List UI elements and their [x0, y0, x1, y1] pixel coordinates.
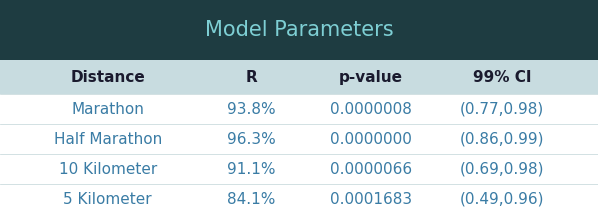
- FancyBboxPatch shape: [0, 154, 598, 184]
- Text: Half Marathon: Half Marathon: [53, 132, 162, 147]
- Text: Marathon: Marathon: [71, 102, 144, 117]
- Text: (0.69,0.98): (0.69,0.98): [460, 162, 545, 177]
- Text: 99% CI: 99% CI: [473, 70, 532, 85]
- Text: 96.3%: 96.3%: [227, 132, 276, 147]
- Text: 84.1%: 84.1%: [227, 192, 275, 207]
- FancyBboxPatch shape: [0, 124, 598, 154]
- Text: 93.8%: 93.8%: [227, 102, 276, 117]
- Text: (0.49,0.96): (0.49,0.96): [460, 192, 545, 207]
- FancyBboxPatch shape: [0, 0, 598, 60]
- Text: 0.0000066: 0.0000066: [329, 162, 412, 177]
- Text: R: R: [245, 70, 257, 85]
- Text: 0.0001683: 0.0001683: [329, 192, 412, 207]
- Text: p-value: p-value: [338, 70, 403, 85]
- Text: 5 Kilometer: 5 Kilometer: [63, 192, 152, 207]
- Text: 0.0000000: 0.0000000: [330, 132, 411, 147]
- FancyBboxPatch shape: [0, 94, 598, 124]
- Text: Model Parameters: Model Parameters: [205, 20, 393, 40]
- Text: 0.0000008: 0.0000008: [330, 102, 411, 117]
- Text: 91.1%: 91.1%: [227, 162, 276, 177]
- FancyBboxPatch shape: [0, 60, 598, 94]
- Text: (0.77,0.98): (0.77,0.98): [460, 102, 544, 117]
- Text: 10 Kilometer: 10 Kilometer: [59, 162, 157, 177]
- FancyBboxPatch shape: [0, 184, 598, 214]
- Text: Distance: Distance: [71, 70, 145, 85]
- Text: (0.86,0.99): (0.86,0.99): [460, 132, 545, 147]
